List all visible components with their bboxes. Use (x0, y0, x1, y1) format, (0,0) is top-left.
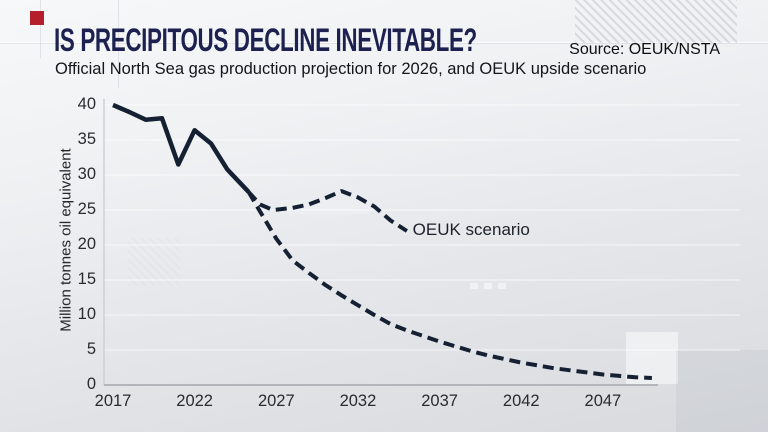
x-tick-label: 2032 (339, 392, 377, 410)
source-attribution: Source: OEUK/NSTA (569, 41, 720, 58)
y-tick-label: 25 (77, 200, 96, 218)
y-tick-label: 35 (77, 130, 96, 148)
y-tick-label: 30 (77, 165, 96, 183)
sky-logo-red-square (30, 11, 44, 25)
background-dots (470, 283, 506, 289)
y-tick-label: 10 (77, 305, 96, 323)
y-tick-label: 5 (86, 340, 96, 358)
chart-subtitle: Official North Sea gas production projec… (55, 60, 647, 78)
background-tile (676, 350, 768, 432)
background-seam (0, 42, 768, 43)
x-tick-label: 2017 (94, 392, 132, 410)
y-tick-label: 40 (77, 95, 96, 113)
x-tick-label: 2047 (584, 392, 622, 410)
hatch-pattern (575, 0, 737, 43)
y-tick-label: 20 (77, 235, 96, 253)
hatch-pattern (128, 238, 180, 286)
x-tick-label: 2022 (176, 392, 213, 410)
x-tick-label: 2037 (421, 392, 458, 410)
series-official-projection (246, 190, 652, 380)
y-tick-label: 15 (77, 270, 96, 288)
page-title: IS PRECIPITOUS DECLINE INEVITABLE? (54, 22, 477, 58)
y-tick-label: 0 (86, 375, 96, 393)
x-tick-label: 2027 (257, 392, 295, 410)
series-oeuk-scenario (247, 189, 408, 233)
series-annotation: OEUK scenario (412, 220, 530, 240)
background-seam (118, 0, 119, 88)
series-historical-production (112, 102, 251, 194)
background-seam (40, 0, 41, 58)
x-tick-label: 2042 (502, 392, 540, 410)
